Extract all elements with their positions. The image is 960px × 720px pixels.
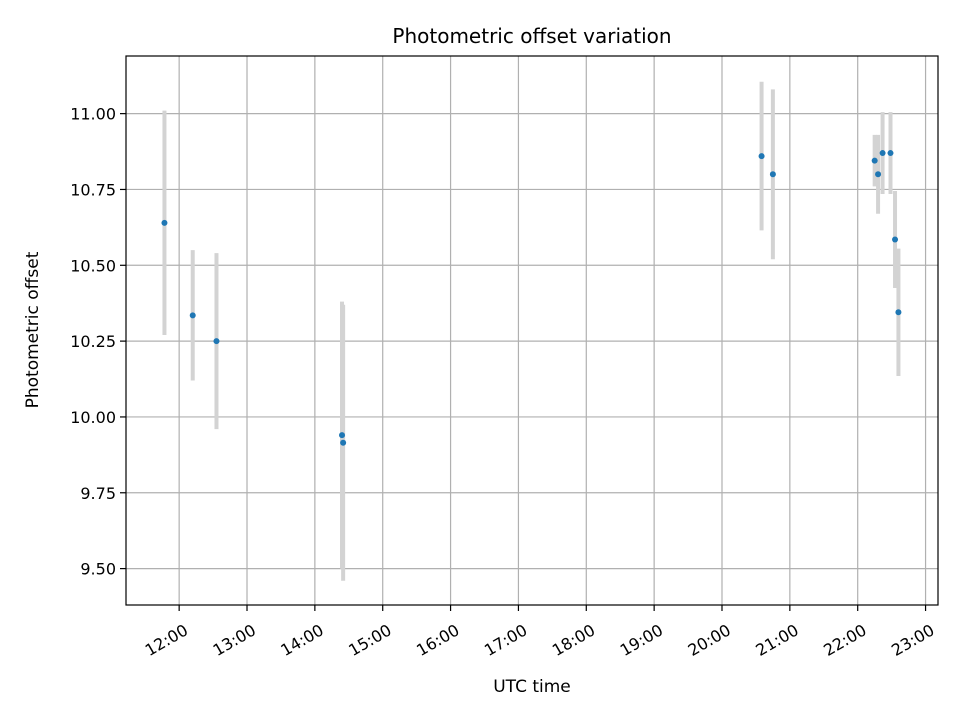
y-tick-label: 10.25: [70, 332, 116, 351]
y-tick-label: 10.75: [70, 180, 116, 199]
y-tick-label: 10.50: [70, 256, 116, 275]
chart-title: Photometric offset variation: [392, 24, 671, 48]
point-layer: [161, 150, 902, 446]
y-axis-ticks: 9.50 9.75 10.00 10.25 10.50 10.75 11.00: [70, 105, 126, 579]
grid-layer: [126, 56, 938, 605]
data-point: [895, 309, 902, 316]
data-point: [892, 236, 899, 243]
data-point: [879, 150, 886, 157]
data-point: [887, 150, 894, 157]
data-point: [339, 432, 346, 439]
data-point: [161, 219, 168, 226]
data-point: [340, 439, 347, 446]
y-tick-label: 9.75: [80, 484, 116, 503]
x-axis-title: UTC time: [493, 677, 571, 697]
y-tick-label: 9.50: [80, 560, 116, 579]
data-point: [758, 153, 765, 160]
data-point: [189, 312, 196, 319]
data-point: [875, 171, 882, 178]
y-axis-title: Photometric offset: [23, 251, 43, 408]
y-tick-label: 11.00: [70, 105, 116, 124]
data-point: [213, 338, 220, 345]
y-tick-label: 10.00: [70, 408, 116, 427]
data-point: [871, 157, 878, 164]
data-point: [769, 171, 776, 178]
plot-frame: [125, 55, 939, 606]
